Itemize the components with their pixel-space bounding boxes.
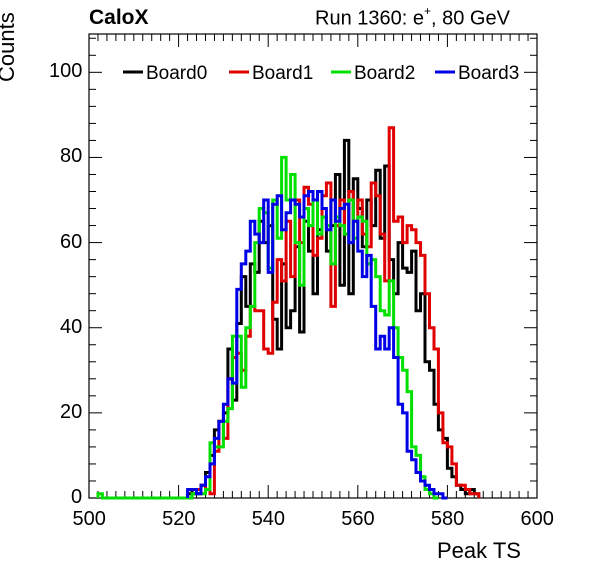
y-axis-label: Counts — [0, 12, 19, 82]
series-line-board3 — [186, 190, 448, 500]
axis-ticks — [88, 34, 538, 499]
y-tick-label: 40 — [60, 315, 83, 338]
x-tick-label: 560 — [341, 508, 375, 530]
x-tick-label: 600 — [520, 508, 554, 530]
x-tick-label: 500 — [72, 508, 106, 530]
series-group — [96, 126, 481, 500]
experiment-title: CaloX — [89, 6, 149, 29]
y-tick-label: 60 — [60, 230, 83, 253]
x-tick-label: 520 — [162, 508, 196, 530]
run-info-prefix: Run 1360: e — [315, 7, 424, 30]
run-info-superscript: + — [423, 4, 431, 18]
legend-label-board2: Board2 — [354, 63, 415, 84]
y-tick-label: 0 — [71, 486, 83, 508]
legend-label-board1: Board1 — [252, 63, 313, 84]
legend: Board0 Board1 Board2 Board3 — [123, 63, 519, 84]
y-tick-label: 80 — [60, 145, 83, 168]
series-line-board2 — [96, 155, 439, 500]
run-info-suffix: , 80 GeV — [431, 7, 510, 30]
series-line-board0 — [186, 138, 481, 498]
x-tick-label: 580 — [430, 508, 465, 530]
legend-label-board0: Board0 — [146, 63, 207, 84]
x-tick-label: 540 — [251, 508, 286, 530]
y-tick-label: 20 — [60, 400, 83, 423]
x-axis-label: Peak TS — [437, 538, 521, 563]
run-info-title: Run 1360: e+, 80 GeV — [315, 4, 510, 31]
legend-label-board3: Board3 — [458, 63, 519, 84]
y-tick-label: 100 — [49, 60, 83, 83]
